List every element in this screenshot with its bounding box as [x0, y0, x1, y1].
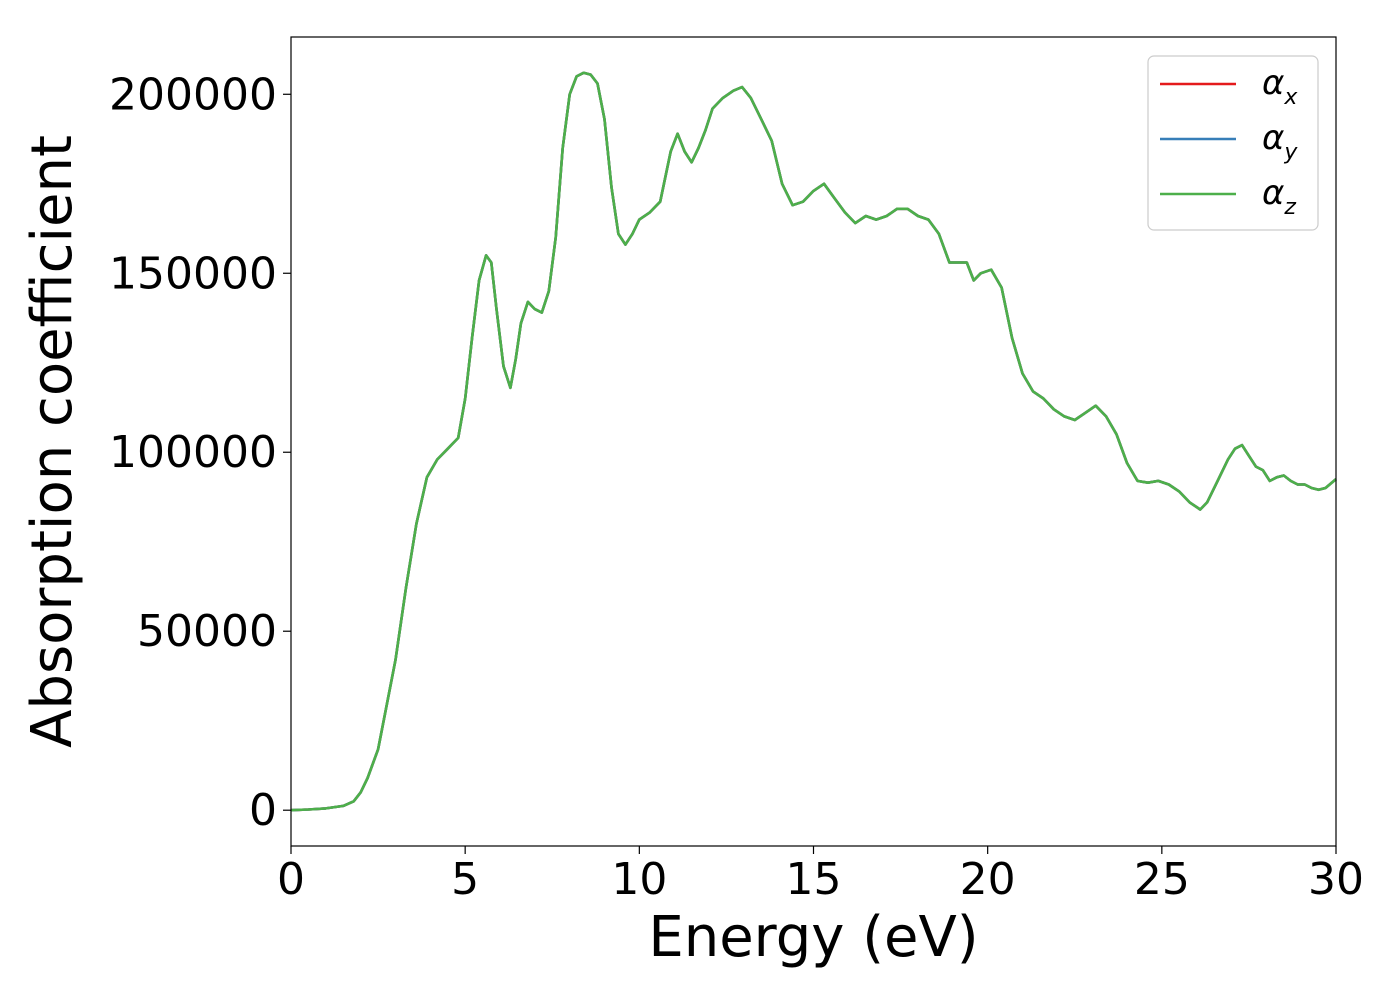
series-line-z	[290, 71, 1337, 812]
y-tick-label: 0	[249, 785, 277, 836]
y-tick-label: 200000	[109, 69, 277, 120]
legend-label: αz	[1262, 173, 1296, 220]
legend-symbol: α	[1262, 118, 1284, 158]
legend-subscript: y	[1283, 140, 1298, 165]
x-tick-label: 25	[1134, 854, 1190, 905]
y-axis-title: Absorption coefficient	[20, 135, 85, 748]
ticks-layer: 0 5 10 15 20 25 30 0 50000 100000 150000 200000	[109, 69, 1364, 905]
legend-frame	[1147, 55, 1319, 231]
legend-subscript: z	[1283, 195, 1296, 220]
x-axis-title: Energy (eV)	[648, 905, 978, 970]
legend-label: αx	[1262, 63, 1298, 110]
legend-label: αy	[1262, 118, 1298, 165]
series-layer	[290, 71, 1337, 812]
x-tick-label: 0	[277, 854, 305, 905]
y-tick-label: 50000	[137, 606, 277, 657]
legend-symbol: α	[1262, 173, 1284, 213]
y-tick-label: 100000	[109, 427, 277, 478]
x-tick-label: 10	[611, 854, 667, 905]
legend-symbol: α	[1262, 63, 1284, 103]
x-tick-label: 15	[786, 854, 842, 905]
x-tick-label: 30	[1308, 854, 1364, 905]
legend-subscript: x	[1283, 85, 1298, 110]
x-tick-label: 5	[451, 854, 479, 905]
x-tick-label: 20	[960, 854, 1016, 905]
y-tick-label: 150000	[109, 248, 277, 299]
